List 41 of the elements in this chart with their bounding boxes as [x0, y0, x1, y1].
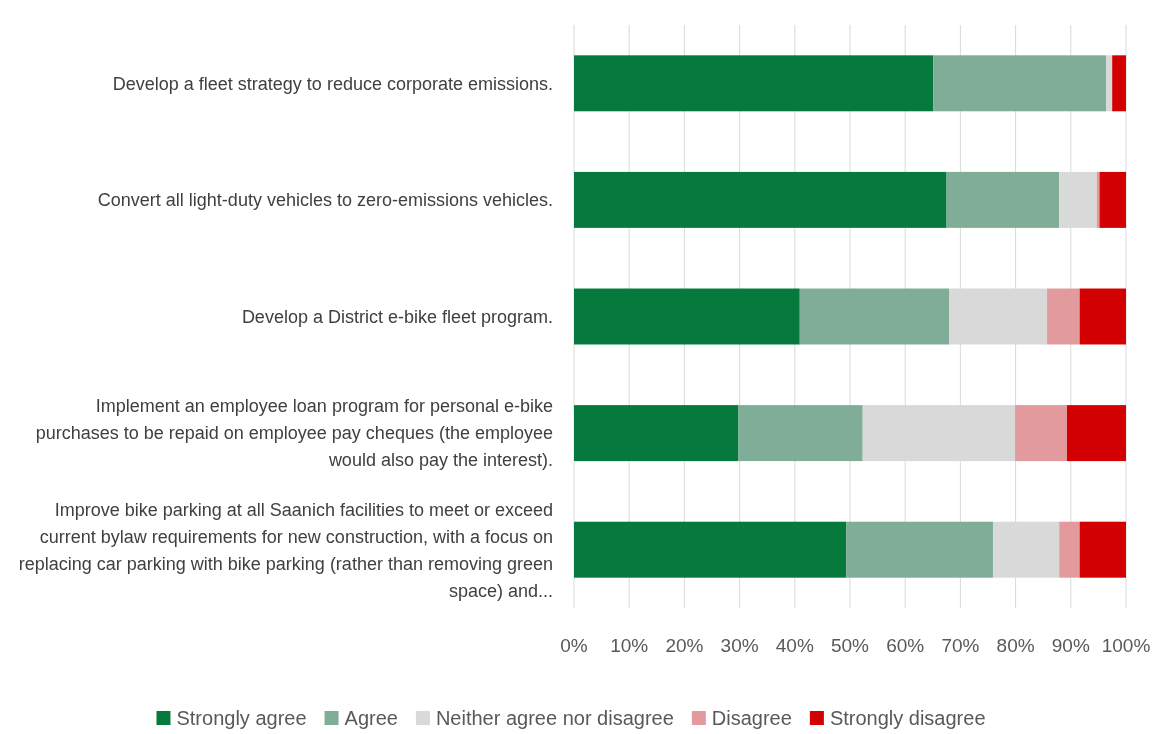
bar	[1096, 171, 1100, 228]
bar	[1079, 288, 1126, 345]
x-tick-label: 30%	[720, 634, 759, 656]
bar	[738, 405, 863, 462]
bar	[799, 288, 950, 345]
y-tick-label: Convert all light-duty vehicles to zero-emissions vehicles.	[97, 190, 553, 211]
y-tick-label: Develop a fleet strategy to reduce corporate emissions.	[112, 73, 553, 94]
x-tick-label: 50%	[830, 634, 870, 656]
legend-label: Strongly disagree	[829, 707, 986, 729]
bar	[846, 521, 993, 578]
bar	[574, 521, 847, 578]
bar	[1015, 405, 1067, 462]
bar	[933, 55, 1107, 112]
bar	[1059, 521, 1080, 578]
x-tick-label: 0%	[560, 634, 588, 656]
bar	[1099, 171, 1126, 228]
legend-label: Neither agree nor disagree	[435, 707, 674, 729]
x-tick-label: 90%	[1051, 634, 1090, 656]
x-tick-label: 40%	[775, 634, 814, 656]
bar	[574, 171, 947, 228]
bar	[1112, 55, 1126, 112]
legend-label: Strongly agree	[176, 707, 307, 729]
x-tick-label: 70%	[941, 634, 980, 656]
bar	[1047, 288, 1080, 345]
bar	[574, 405, 739, 462]
bar	[574, 55, 934, 112]
bar	[1079, 521, 1126, 578]
x-tick-label: 20%	[665, 634, 704, 656]
x-tick-label: 80%	[996, 634, 1035, 656]
legend-label: Disagree	[711, 707, 792, 729]
x-tick-label: 100%	[1101, 634, 1151, 656]
y-tick-label: Improve bike parking at all Saanich facilities to meet or exceed current bylaw requirements for new construction, with a focus on replacing car parking with bike parking (rather than removing green space) and...	[18, 499, 553, 601]
bar	[1106, 55, 1113, 112]
bar	[1066, 405, 1126, 462]
x-tick-label: 10%	[610, 634, 649, 656]
bar	[946, 171, 1060, 228]
y-tick-label: Implement an employee loan program for personal e-bike purchases to be repaid on employee pay cheques (the employee would also pay the interest).	[35, 396, 553, 471]
y-tick-label: Develop a District e-bike fleet program.	[241, 306, 553, 327]
bar	[574, 288, 800, 345]
legend-label: Agree	[344, 707, 398, 729]
x-tick-label: 60%	[886, 634, 925, 656]
